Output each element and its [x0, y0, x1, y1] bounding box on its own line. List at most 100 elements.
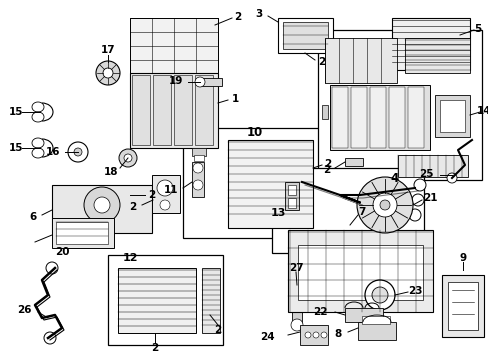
Text: 2: 2: [318, 57, 325, 67]
Text: 2: 2: [324, 159, 331, 169]
Text: 6: 6: [30, 212, 37, 222]
Text: 11: 11: [163, 185, 178, 195]
Text: 20: 20: [55, 247, 69, 257]
Bar: [130, 18, 218, 73]
Bar: [441, 275, 483, 337]
Bar: [227, 140, 312, 228]
Bar: [287, 230, 432, 312]
Text: 23: 23: [407, 286, 421, 296]
Bar: [321, 105, 327, 119]
Bar: [283, 22, 327, 49]
Circle shape: [193, 163, 203, 173]
Text: 19: 19: [168, 76, 183, 86]
Text: 26: 26: [18, 305, 32, 315]
Bar: [130, 73, 218, 148]
Bar: [192, 162, 203, 197]
Text: 12: 12: [122, 253, 138, 263]
Bar: [345, 308, 382, 322]
Bar: [350, 87, 366, 148]
Text: 14: 14: [476, 106, 488, 116]
Circle shape: [305, 332, 310, 338]
Text: 2: 2: [234, 12, 241, 22]
Bar: [287, 198, 295, 208]
Bar: [271, 168, 423, 253]
Bar: [369, 87, 385, 148]
Bar: [152, 175, 180, 213]
Circle shape: [371, 287, 387, 303]
Bar: [278, 18, 332, 53]
Text: 15: 15: [9, 107, 23, 117]
Bar: [329, 85, 429, 150]
Text: 15: 15: [9, 143, 23, 153]
Circle shape: [68, 142, 88, 162]
Text: 25: 25: [419, 169, 433, 179]
Bar: [52, 185, 152, 233]
Bar: [345, 158, 362, 166]
Bar: [285, 182, 298, 210]
Text: 3: 3: [255, 9, 263, 19]
Bar: [388, 87, 404, 148]
Bar: [202, 268, 220, 333]
Bar: [439, 100, 464, 132]
Circle shape: [446, 173, 456, 183]
Circle shape: [46, 262, 58, 274]
Bar: [291, 285, 302, 323]
Bar: [397, 155, 467, 177]
Text: 24: 24: [260, 332, 274, 342]
Bar: [56, 222, 108, 244]
Circle shape: [195, 77, 204, 87]
Text: 8: 8: [334, 329, 341, 339]
Circle shape: [320, 332, 326, 338]
Circle shape: [94, 197, 110, 213]
Text: 1: 1: [231, 94, 238, 104]
Circle shape: [119, 149, 137, 167]
Text: 9: 9: [459, 253, 466, 263]
Text: 2: 2: [322, 165, 329, 175]
Text: 2: 2: [148, 190, 155, 200]
Bar: [404, 38, 469, 73]
Text: 16: 16: [45, 147, 60, 157]
Text: 2: 2: [214, 325, 221, 335]
Text: 22: 22: [313, 307, 327, 317]
Circle shape: [74, 148, 82, 156]
Bar: [108, 255, 223, 345]
Circle shape: [379, 200, 389, 210]
Text: 27: 27: [288, 263, 303, 273]
Bar: [317, 30, 481, 180]
Bar: [331, 87, 347, 148]
Circle shape: [84, 187, 120, 223]
Circle shape: [408, 209, 420, 221]
Circle shape: [413, 179, 425, 191]
Text: 18: 18: [103, 167, 118, 177]
Circle shape: [193, 180, 203, 190]
Circle shape: [290, 319, 303, 331]
Text: 2: 2: [128, 202, 136, 212]
Circle shape: [157, 180, 173, 196]
Circle shape: [411, 194, 423, 206]
Bar: [407, 87, 423, 148]
Bar: [132, 75, 150, 145]
Bar: [357, 322, 395, 340]
Bar: [174, 75, 192, 145]
Text: 2: 2: [151, 343, 158, 353]
Bar: [52, 218, 114, 248]
Text: 13: 13: [270, 208, 285, 218]
Bar: [287, 185, 295, 195]
Text: 5: 5: [473, 24, 481, 34]
Circle shape: [312, 332, 318, 338]
Text: 4: 4: [390, 171, 398, 184]
Bar: [118, 268, 196, 333]
Bar: [299, 325, 327, 345]
Circle shape: [160, 200, 170, 210]
Circle shape: [372, 193, 396, 217]
Circle shape: [356, 177, 412, 233]
Bar: [195, 75, 213, 145]
Circle shape: [364, 280, 394, 310]
Bar: [447, 282, 477, 330]
Bar: [391, 18, 469, 70]
Text: 21: 21: [422, 193, 436, 203]
Text: 7: 7: [358, 207, 365, 217]
Bar: [361, 316, 389, 324]
Bar: [325, 38, 396, 83]
Text: 17: 17: [101, 45, 115, 55]
